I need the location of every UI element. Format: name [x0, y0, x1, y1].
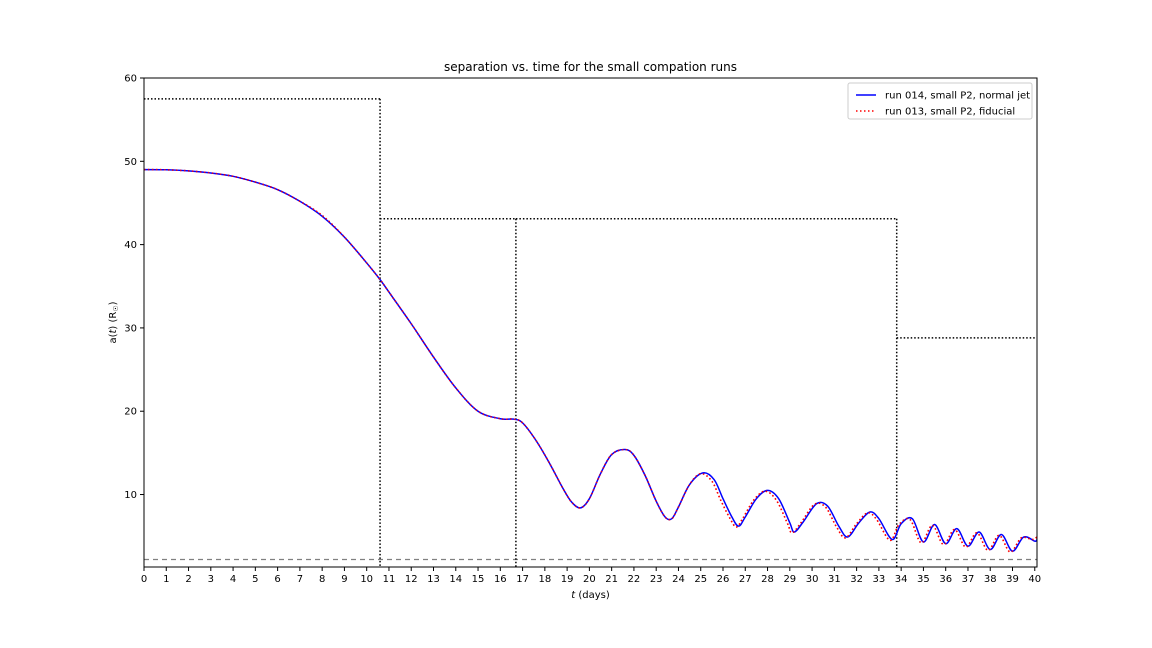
- chart-title: separation vs. time for the small compat…: [444, 60, 737, 74]
- x-tick-label: 13: [427, 574, 440, 585]
- x-tick-label: 40: [1028, 574, 1041, 585]
- x-tick-label: 28: [761, 574, 774, 585]
- x-tick-label: 12: [405, 574, 418, 585]
- y-tick-label: 10: [124, 490, 137, 501]
- x-tick-label: 2: [185, 574, 191, 585]
- x-tick-label: 25: [694, 574, 707, 585]
- y-tick-label: 30: [124, 323, 137, 334]
- x-tick-label: 11: [383, 574, 396, 585]
- legend-box: [847, 82, 1033, 120]
- x-tick-label: 23: [650, 574, 663, 585]
- x-tick-label: 15: [472, 574, 485, 585]
- x-tick-label: 4: [230, 574, 236, 585]
- x-tick-label: 3: [208, 574, 214, 585]
- x-tick-label: 7: [297, 574, 303, 585]
- x-tick-label: 14: [449, 574, 462, 585]
- x-tick-label: 32: [850, 574, 863, 585]
- legend-label-run-014: run 014, small P2, normal jet: [885, 91, 1030, 102]
- x-tick-label: 0: [141, 574, 147, 585]
- x-tick-label: 39: [1006, 574, 1019, 585]
- x-tick-label: 21: [605, 574, 618, 585]
- x-axis-label: t (days): [571, 590, 610, 601]
- x-tick-label: 38: [984, 574, 997, 585]
- x-tick-label: 29: [783, 574, 796, 585]
- x-tick-label: 19: [561, 574, 574, 585]
- x-tick-label: 1: [163, 574, 169, 585]
- x-tick-label: 36: [939, 574, 952, 585]
- x-tick-label: 20: [583, 574, 596, 585]
- y-tick-label: 50: [124, 157, 137, 168]
- legend-label-run-013: run 013, small P2, fiducial: [885, 107, 1015, 118]
- plot-frame: [143, 77, 1038, 568]
- x-tick-label: 8: [319, 574, 325, 585]
- x-tick-label: 18: [538, 574, 551, 585]
- x-axis-label-unit: (days): [575, 590, 610, 601]
- y-tick-label: 20: [124, 407, 137, 418]
- y-axis-label-close: ): [108, 301, 119, 305]
- x-tick-label: 6: [274, 574, 280, 585]
- x-tick-label: 10: [360, 574, 373, 585]
- x-tick-label: 27: [739, 574, 752, 585]
- y-axis-label: a(t) (R☉): [108, 301, 120, 343]
- x-tick-label: 31: [828, 574, 841, 585]
- x-tick-label: 16: [494, 574, 507, 585]
- x-axis: 0 1 2 3 4 5 6 7 8 9 10 11 12 13 14 15 16 17 18 19 20 21 22 23 24…: [141, 567, 1041, 585]
- x-tick-label: 30: [806, 574, 819, 585]
- x-tick-label: 37: [962, 574, 975, 585]
- y-axis-label-var: t: [108, 329, 119, 334]
- x-tick-label: 35: [917, 574, 930, 585]
- x-axis-label-var: t: [571, 590, 576, 601]
- series-line-0: [143, 168, 1038, 552]
- x-tick-label: 24: [672, 574, 685, 585]
- y-axis: 10 20 30 40 50 60: [124, 74, 144, 501]
- series-line-1: [143, 168, 1038, 553]
- y-tick-label: 60: [124, 74, 137, 85]
- legend: run 014, small P2, normal jet run 013, s…: [847, 82, 1033, 120]
- x-tick-label: 34: [895, 574, 908, 585]
- x-tick-label: 5: [252, 574, 258, 585]
- y-axis-label-sub: ☉: [112, 305, 120, 311]
- x-tick-label: 33: [873, 574, 886, 585]
- series-line-1-overlay: [143, 168, 1038, 553]
- y-tick-label: 40: [124, 240, 137, 251]
- x-tick-label: 17: [516, 574, 529, 585]
- x-tick-label: 22: [628, 574, 641, 585]
- x-tick-label: 9: [341, 574, 347, 585]
- y-axis-label-prefix: a(: [108, 333, 119, 343]
- x-tick-label: 26: [717, 574, 730, 585]
- plot-area: [143, 77, 1038, 568]
- y-axis-label-suffix: ) (R: [108, 312, 119, 330]
